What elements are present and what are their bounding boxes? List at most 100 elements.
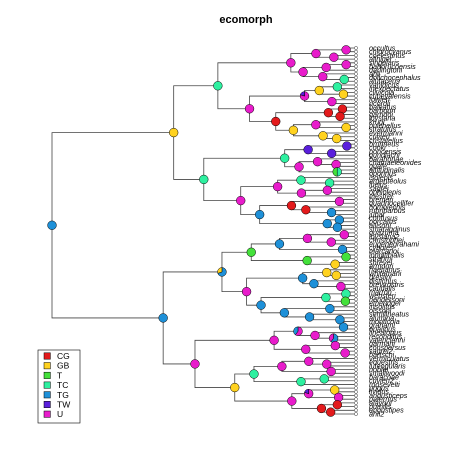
pie-slice (330, 340, 340, 351)
tip-dot (354, 341, 358, 346)
tip-dot (354, 404, 358, 409)
pie-slice (269, 335, 279, 345)
node-pie (301, 205, 311, 215)
tip-label: lividus (369, 387, 389, 396)
tip-label: dolichocephalus (369, 73, 421, 82)
tip-label: haetianus (369, 265, 401, 274)
pie-slice (330, 333, 339, 343)
node-pie (311, 120, 321, 130)
tip-dot (354, 308, 358, 313)
tip-label: reconditus (369, 332, 403, 341)
branch (250, 252, 308, 261)
pie-slice (336, 281, 346, 292)
tip-label: poncensis (368, 147, 402, 156)
node-pie (236, 195, 246, 206)
tip-dot (354, 367, 358, 372)
tip-dot (354, 264, 358, 268)
branch (306, 256, 347, 261)
pie-slice (301, 205, 311, 215)
branch (173, 85, 218, 133)
tip-label: conspersus (369, 343, 406, 352)
tip-dot (354, 293, 358, 298)
tip-dot (354, 327, 358, 331)
tip-dot (354, 127, 358, 132)
tip-label: bartschi (369, 350, 395, 359)
node-pie (332, 222, 343, 232)
branch (240, 186, 278, 201)
tip-label: loysiana (369, 114, 395, 123)
tip-label: guazuma (369, 228, 399, 237)
tip-dot (354, 160, 358, 165)
node-pie (310, 330, 320, 341)
tip-label: guafe (369, 162, 387, 171)
tip-dot (354, 105, 358, 110)
branch (307, 234, 345, 239)
tip-dot (354, 375, 358, 379)
pie-slice (304, 356, 314, 366)
tip-label: distichus (369, 276, 397, 285)
pie-slice (277, 361, 287, 372)
pie-slice (329, 52, 339, 62)
pie-slice (326, 237, 336, 247)
node-pie (294, 162, 304, 172)
node-pie (301, 344, 311, 354)
node-pie (288, 125, 299, 135)
pie-slice (331, 270, 341, 281)
pie-slice (303, 145, 313, 155)
legend-label-cg: CG (57, 351, 70, 361)
pie-slice (318, 131, 328, 141)
branch (323, 376, 356, 379)
tip-label: rubribarbus (369, 206, 406, 215)
pie-slice (272, 181, 283, 192)
node-pie (341, 59, 351, 70)
pie-slice (255, 209, 265, 220)
node-pie (330, 259, 340, 269)
node-pie (309, 279, 319, 289)
tip-label: sagrei (369, 184, 389, 193)
pie-slice (326, 207, 337, 218)
node-pie (298, 67, 308, 77)
tip-label: jubar (368, 210, 386, 219)
pie-slice (341, 122, 351, 133)
branch (305, 349, 346, 354)
branch (273, 340, 306, 350)
node-pie (341, 45, 351, 55)
pie-slice (199, 174, 209, 185)
node-pie (322, 267, 332, 278)
tip-label: darlingtoni (369, 66, 403, 75)
tip-dot (354, 345, 358, 350)
pie-slice (321, 292, 331, 303)
tip-dot (354, 271, 358, 276)
pie-slice (327, 96, 337, 107)
tip-label: oporinus (369, 169, 397, 178)
tip-dot (354, 86, 358, 91)
tip-dot (354, 216, 358, 220)
node-pie (296, 188, 307, 198)
tip-dot (354, 230, 358, 235)
node-pie (299, 91, 310, 101)
figure-title: ecomorph (219, 14, 272, 26)
node-pie (329, 52, 339, 62)
node-pie (47, 220, 57, 230)
branch (308, 358, 356, 362)
branch (162, 317, 195, 365)
tip-label: pumilis (368, 402, 392, 411)
node-pie (316, 403, 327, 414)
pie-slice (334, 196, 345, 207)
node-pie (323, 108, 334, 118)
node-pie (314, 85, 324, 96)
branch (51, 132, 174, 226)
branch (51, 225, 164, 319)
tip-dot (354, 297, 358, 302)
tip-dot (354, 116, 358, 121)
tip-dot (354, 360, 358, 365)
node-pie (321, 62, 331, 73)
branch (221, 251, 252, 272)
tip-dot (354, 371, 358, 376)
tip-label: longitibialis (369, 250, 405, 259)
branch (259, 214, 328, 225)
node-pie (269, 335, 279, 345)
tip-dot (354, 57, 358, 61)
tip-dot (354, 75, 358, 80)
tip-dot (354, 301, 358, 305)
